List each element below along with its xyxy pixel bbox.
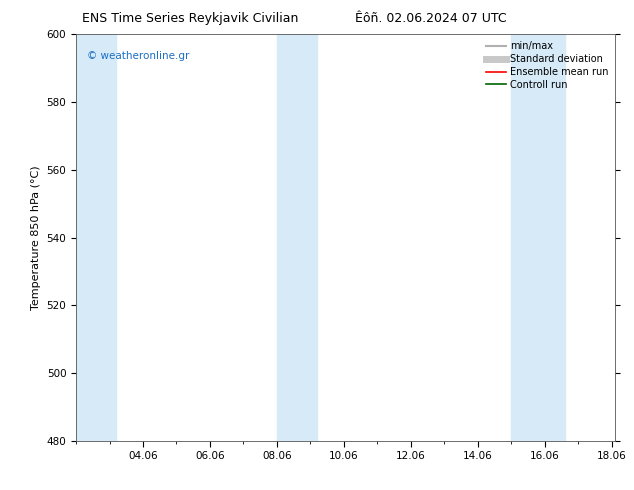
Text: Êôñ. 02.06.2024 07 UTC: Êôñ. 02.06.2024 07 UTC bbox=[355, 12, 507, 25]
Bar bbox=[76, 34, 116, 441]
Bar bbox=[277, 34, 317, 441]
Text: © weatheronline.gr: © weatheronline.gr bbox=[87, 50, 189, 61]
Bar bbox=[511, 34, 565, 441]
Y-axis label: Temperature 850 hPa (°C): Temperature 850 hPa (°C) bbox=[31, 165, 41, 310]
Legend: min/max, Standard deviation, Ensemble mean run, Controll run: min/max, Standard deviation, Ensemble me… bbox=[482, 37, 612, 94]
Text: ENS Time Series Reykjavik Civilian: ENS Time Series Reykjavik Civilian bbox=[82, 12, 299, 25]
